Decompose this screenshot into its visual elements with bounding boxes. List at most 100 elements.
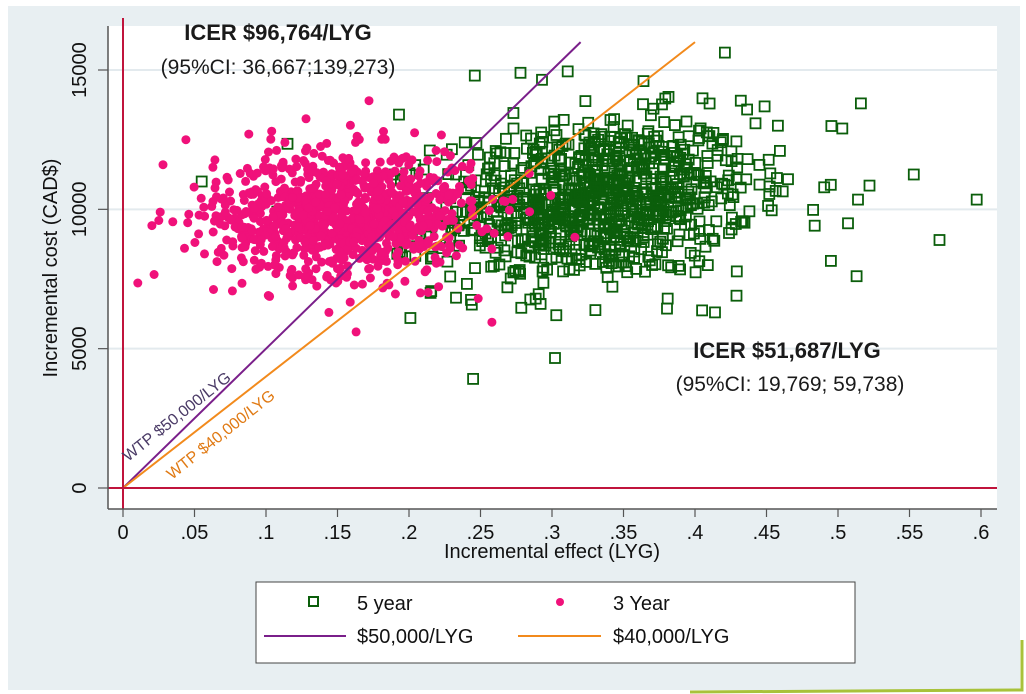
five-year-point (600, 261, 613, 274)
three-year-point (261, 166, 271, 176)
three-year-point (524, 169, 534, 178)
three-year-point (335, 263, 345, 273)
five-year-point (645, 109, 657, 122)
five-year-point (525, 132, 537, 145)
three-year-point (180, 243, 189, 253)
five-year-point (741, 153, 754, 166)
five-year-point (743, 205, 756, 218)
five-year-point (558, 206, 570, 219)
five-year-point (725, 223, 738, 236)
x-tick-label: .45 (753, 522, 781, 544)
three-year-point (405, 222, 415, 232)
three-year-point (318, 220, 328, 230)
icer-5year-ci: (95%CI: 19,769; 59,738) (676, 373, 905, 396)
three-year-point (133, 278, 143, 288)
y-tick-label: 10000 (69, 182, 91, 238)
three-year-point (289, 248, 298, 258)
three-year-point (216, 243, 226, 253)
five-year-point (579, 95, 592, 107)
three-year-point (266, 134, 276, 144)
x-tick-label: 0 (117, 522, 128, 544)
five-year-point (488, 169, 501, 182)
three-year-point (349, 280, 359, 290)
three-year-point (343, 261, 353, 271)
x-tick-label: .5 (830, 522, 847, 544)
three-year-point (208, 162, 218, 172)
three-year-point (498, 196, 508, 206)
three-year-point (423, 239, 433, 249)
five-year-point (680, 115, 693, 128)
five-year-point (537, 228, 549, 241)
three-year-point (149, 270, 159, 279)
five-year-point (825, 254, 837, 267)
five-year-point (694, 122, 707, 135)
three-year-point (398, 153, 408, 163)
three-year-point (316, 231, 326, 241)
three-year-point (369, 178, 379, 188)
legend-wtp40-label: $40,000/LYG (613, 626, 729, 648)
three-year-point (351, 327, 361, 337)
five-year-point (499, 132, 512, 145)
five-year-point (630, 262, 643, 275)
five-year-point (653, 210, 666, 223)
five-year-point (635, 243, 647, 256)
three-year-point (352, 131, 362, 141)
three-year-point (364, 264, 374, 274)
three-year-point (458, 243, 468, 253)
five-year-point (709, 306, 721, 319)
three-year-point (147, 221, 157, 231)
three-year-point (292, 186, 302, 196)
three-year-point (432, 157, 442, 167)
five-year-point (689, 266, 702, 279)
five-year-point (673, 212, 685, 225)
y-tick-label: 5000 (69, 326, 91, 371)
five-year-point (550, 309, 563, 322)
three-year-point (361, 158, 371, 168)
three-year-point (321, 176, 331, 186)
x-tick-label: .55 (896, 522, 924, 544)
five-year-point (776, 185, 789, 198)
five-year-point (850, 270, 863, 283)
five-year-point (570, 188, 583, 201)
three-year-point (401, 240, 411, 250)
five-year-point (606, 280, 619, 293)
three-year-point (367, 232, 377, 242)
three-year-point (473, 294, 483, 303)
five-year-point (637, 229, 650, 242)
three-year-point (344, 153, 354, 163)
three-year-point (412, 194, 422, 204)
three-year-point (339, 253, 349, 263)
legend-5year-square-icon (308, 596, 319, 607)
y-axis-title: Incremental cost (CAD$) (40, 159, 62, 378)
five-year-point (605, 248, 618, 261)
five-year-point (622, 234, 635, 247)
three-year-point (431, 258, 441, 268)
three-year-point (312, 281, 322, 291)
five-year-point (589, 181, 602, 194)
five-year-point (701, 157, 714, 169)
five-year-point (621, 119, 634, 132)
three-year-point (396, 181, 405, 191)
five-year-point (472, 148, 484, 161)
five-year-point (639, 265, 651, 278)
five-year-point (617, 154, 630, 167)
five-year-point (658, 116, 671, 128)
three-year-point (423, 288, 433, 297)
three-year-point (360, 192, 370, 202)
footer-accent-line (689, 640, 1024, 694)
three-year-point (311, 264, 321, 274)
three-year-point (365, 273, 375, 283)
five-year-point (638, 137, 651, 150)
legend-3year-label: 3 Year (613, 593, 670, 615)
three-year-point (242, 163, 252, 173)
five-year-point (515, 247, 528, 260)
y-tick-label: 15000 (69, 42, 91, 98)
three-year-point (200, 211, 210, 221)
three-year-point (414, 171, 424, 181)
five-year-point (680, 158, 692, 171)
three-year-point (359, 169, 369, 179)
three-year-point (525, 207, 535, 217)
five-year-point (824, 178, 837, 191)
three-year-point (348, 166, 358, 176)
three-year-point (489, 228, 499, 238)
